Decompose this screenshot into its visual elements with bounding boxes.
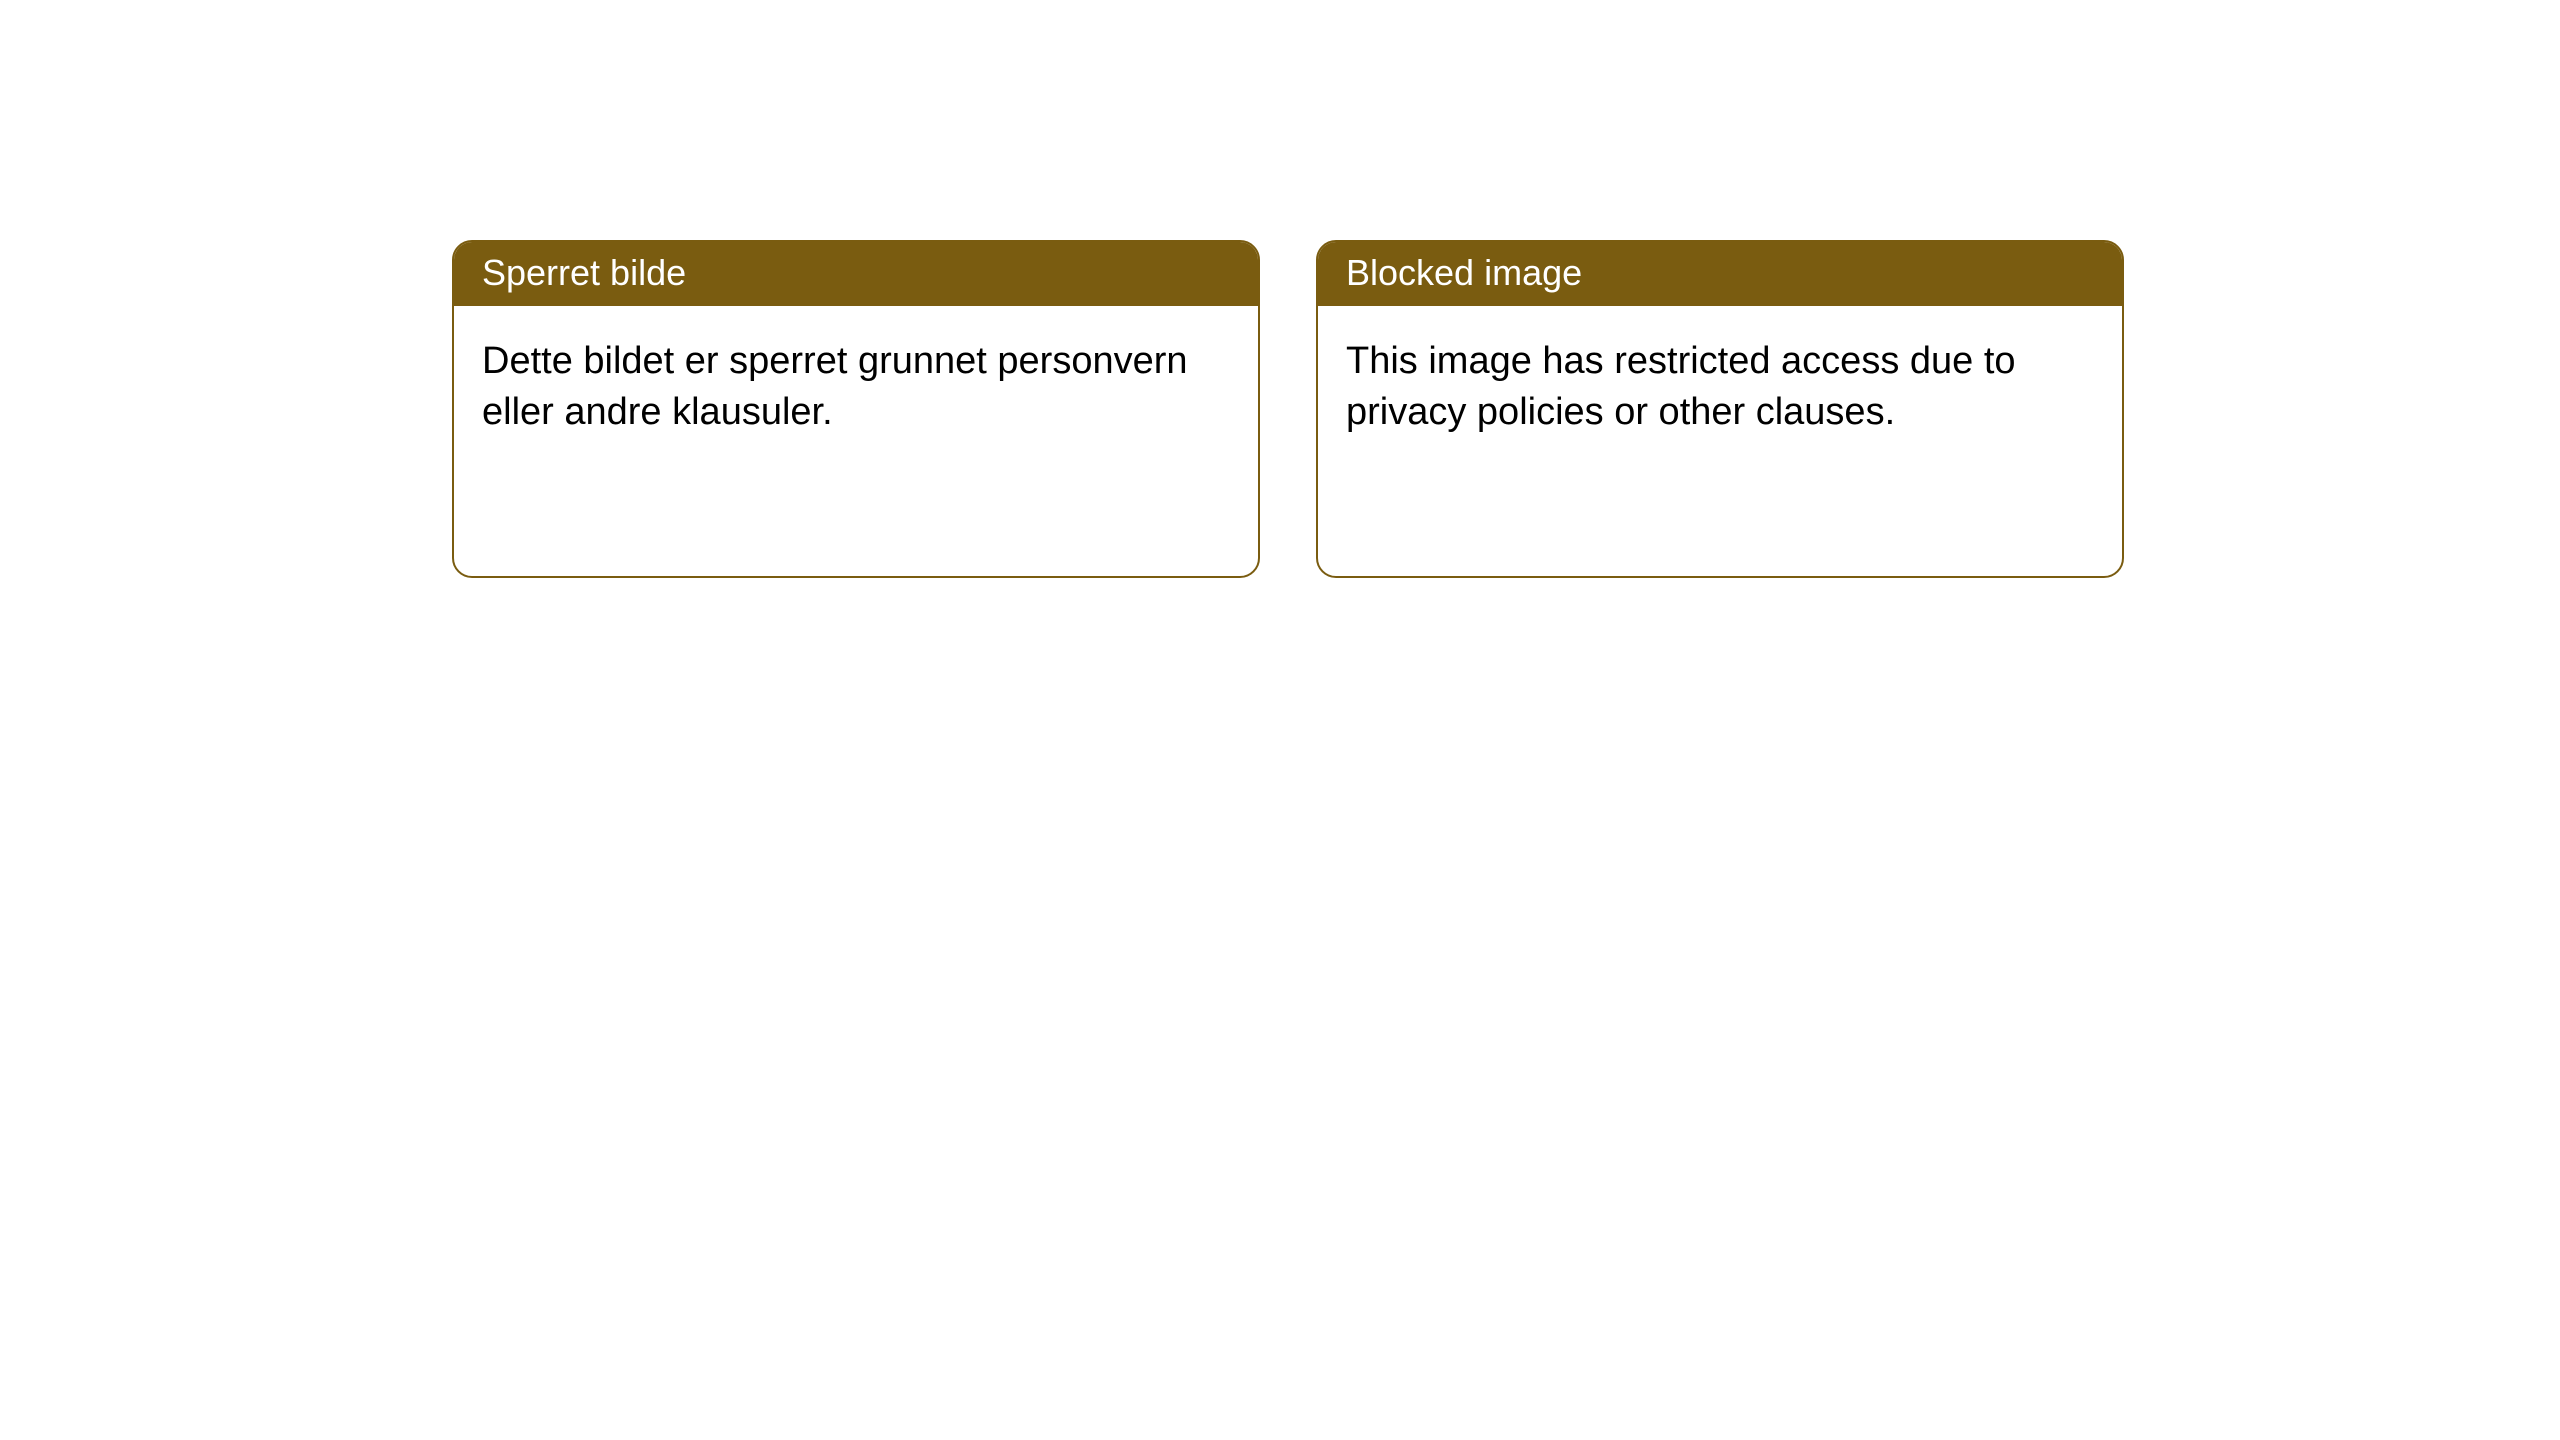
notice-header-norwegian: Sperret bilde [454,242,1258,306]
notice-box-english: Blocked image This image has restricted … [1316,240,2124,578]
notice-container: Sperret bilde Dette bildet er sperret gr… [0,0,2560,578]
notice-body-english: This image has restricted access due to … [1318,306,2122,469]
notice-header-english: Blocked image [1318,242,2122,306]
notice-box-norwegian: Sperret bilde Dette bildet er sperret gr… [452,240,1260,578]
notice-body-norwegian: Dette bildet er sperret grunnet personve… [454,306,1258,469]
